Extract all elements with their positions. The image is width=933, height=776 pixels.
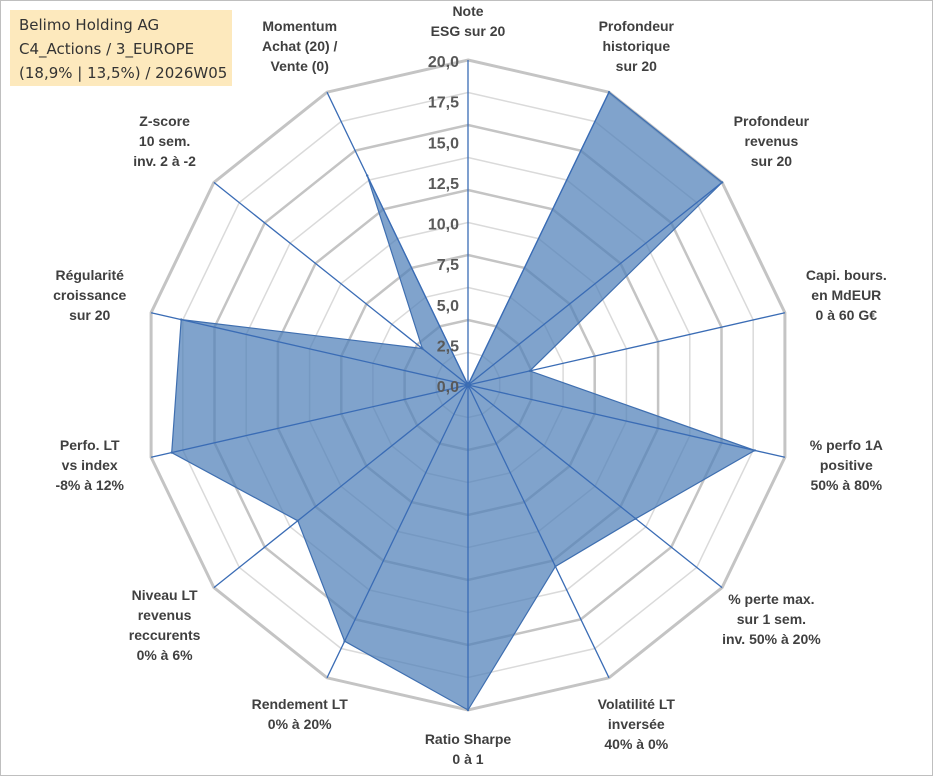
data-point bbox=[343, 640, 346, 643]
axis-label-line: inv. 2 à -2 bbox=[133, 153, 196, 169]
axis-label-line: vs index bbox=[62, 457, 118, 473]
axis-label-line: Profondeur bbox=[734, 113, 810, 129]
axis-label-line: 0 à 1 bbox=[452, 751, 483, 767]
tick-label: 12,5 bbox=[428, 176, 459, 193]
series-points bbox=[170, 91, 756, 712]
axis-label-10: Niveau LT revenus reccurents 0% à 6% bbox=[129, 587, 201, 663]
axis-label-line: Vente (0) bbox=[271, 58, 329, 74]
axis-spoke bbox=[467, 384, 610, 679]
axis-label-line: reccurents bbox=[129, 627, 201, 643]
title-box: Belimo Holding AG C4_Actions / 3_EUROPE … bbox=[10, 10, 232, 86]
data-point bbox=[170, 451, 173, 454]
axis-label-6: % perte max. sur 1 sem. inv. 50% à 20% bbox=[722, 591, 821, 647]
axis-label-line: Momentum bbox=[262, 18, 337, 34]
axis-label-line: en MdEUR bbox=[811, 287, 881, 303]
axis-spoke bbox=[467, 181, 723, 386]
title-line-3: (18,9% | 13,5%) / 2026W05 bbox=[19, 64, 228, 82]
axis-label-line: 0 à 60 G€ bbox=[816, 307, 878, 323]
axis-label-line: Note bbox=[452, 3, 483, 19]
axis-label-line: Niveau LT bbox=[132, 587, 198, 603]
data-point bbox=[180, 318, 183, 321]
axis-label-line: revenus bbox=[138, 607, 192, 623]
axis-label-line: Régularité bbox=[55, 267, 124, 283]
axis-label-line: positive bbox=[820, 457, 873, 473]
axis-label-line: Profondeur bbox=[599, 18, 675, 34]
axis-spoke bbox=[150, 312, 469, 386]
data-point bbox=[466, 708, 470, 712]
axis-spoke bbox=[326, 384, 469, 679]
axis-label-line: Capi. bours. bbox=[806, 267, 887, 283]
axis-label-line: -8% à 12% bbox=[55, 477, 124, 493]
axis-label-14: Momentum Achat (20) / Vente (0) bbox=[262, 18, 338, 74]
data-point bbox=[466, 383, 470, 387]
axis-label-line: Perfo. LT bbox=[60, 437, 120, 453]
radar-spokes bbox=[150, 60, 786, 710]
axis-label-13: Z-score 10 sem. inv. 2 à -2 bbox=[133, 113, 196, 169]
axis-spoke bbox=[467, 384, 723, 589]
axis-label-line: Rendement LT bbox=[252, 696, 349, 712]
axis-label-line: sur 20 bbox=[69, 307, 110, 323]
axis-label-5: % perfo 1A positive 50% à 80% bbox=[810, 437, 883, 493]
axis-label-line: Achat (20) / bbox=[262, 38, 338, 54]
axis-label-1: Note ESG sur 20 bbox=[431, 3, 506, 39]
tick-label: 10,0 bbox=[428, 217, 459, 234]
axis-label-line: % perte max. bbox=[728, 591, 814, 607]
axis-spoke bbox=[150, 384, 469, 458]
axis-label-line: sur 20 bbox=[616, 58, 657, 74]
axis-label-4: Capi. bours. en MdEUR 0 à 60 G€ bbox=[806, 267, 887, 323]
axis-label-line: croissance bbox=[53, 287, 126, 303]
axis-label-line: 0% à 6% bbox=[137, 647, 194, 663]
data-point bbox=[720, 181, 724, 184]
axis-spoke bbox=[213, 384, 469, 589]
axis-label-8: Ratio Sharpe 0 à 1 bbox=[425, 731, 512, 767]
axis-label-line: inversée bbox=[608, 716, 665, 732]
axis-spoke bbox=[213, 181, 469, 386]
axis-label-line: 0% à 20% bbox=[268, 716, 332, 732]
axis-label-12: Régularité croissance sur 20 bbox=[53, 267, 126, 323]
data-point bbox=[528, 369, 531, 373]
data-point bbox=[634, 517, 637, 520]
axis-label-line: Z-score bbox=[139, 113, 190, 129]
axis-label-line: Ratio Sharpe bbox=[425, 731, 512, 747]
tick-label: 2,5 bbox=[437, 338, 459, 355]
tick-label: 17,5 bbox=[428, 95, 459, 112]
axis-label-line: 40% à 0% bbox=[604, 736, 668, 752]
axis-label-2: Profondeur historique sur 20 bbox=[599, 18, 675, 74]
axis-spoke bbox=[326, 91, 469, 386]
axis-label-line: sur 1 sem. bbox=[737, 611, 806, 627]
title-line-1: Belimo Holding AG bbox=[19, 16, 160, 34]
axis-spoke bbox=[467, 312, 786, 386]
tick-label: 15,0 bbox=[428, 135, 459, 152]
data-point bbox=[554, 565, 557, 568]
tick-label: 7,5 bbox=[437, 257, 459, 274]
tick-labels: 0,0 2,5 5,0 7,5 10,0 12,5 15,0 17,5 20,0 bbox=[428, 54, 459, 396]
axis-label-line: inv. 50% à 20% bbox=[722, 631, 821, 647]
axis-label-line: 10 sem. bbox=[139, 133, 190, 149]
tick-label: 20,0 bbox=[428, 54, 459, 71]
axis-label-3: Profondeur revenus sur 20 bbox=[734, 113, 810, 169]
axis-label-line: 50% à 80% bbox=[810, 477, 882, 493]
tick-label: 5,0 bbox=[437, 298, 459, 315]
axis-label-9: Rendement LT 0% à 20% bbox=[252, 696, 349, 732]
axis-label-line: % perfo 1A bbox=[810, 437, 883, 453]
axis-label-7: Volatilité LT inversée 40% à 0% bbox=[598, 696, 676, 752]
tick-label: 0,0 bbox=[437, 379, 459, 396]
series-area bbox=[171, 91, 757, 711]
title-line-2: C4_Actions / 3_EUROPE bbox=[19, 40, 195, 58]
axis-label-11: Perfo. LT vs index -8% à 12% bbox=[55, 437, 124, 493]
axis-spoke bbox=[467, 91, 610, 386]
axis-label-line: ESG sur 20 bbox=[431, 23, 506, 39]
axis-label-line: Volatilité LT bbox=[598, 696, 676, 712]
axis-label-line: historique bbox=[602, 38, 670, 54]
data-point bbox=[753, 449, 756, 452]
axis-label-line: revenus bbox=[745, 133, 799, 149]
data-point bbox=[421, 347, 424, 350]
axis-spoke bbox=[467, 384, 786, 458]
data-point bbox=[296, 519, 299, 522]
axis-labels: Note ESG sur 20 Profondeur historique sur 20… bbox=[53, 3, 887, 767]
data-point bbox=[366, 174, 369, 177]
axis-label-line: sur 20 bbox=[751, 153, 792, 169]
data-point bbox=[607, 91, 611, 94]
